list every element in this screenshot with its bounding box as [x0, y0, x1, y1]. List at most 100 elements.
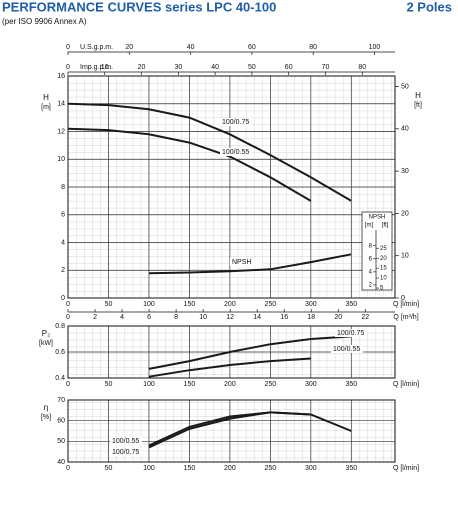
y-axis-label: η: [44, 403, 48, 412]
x2-tick-label: 0: [66, 314, 70, 321]
npsh-m-label: 2: [369, 283, 373, 289]
npsh-ft-label: 25: [380, 246, 387, 252]
poles: 2 Poles: [406, 0, 452, 14]
npsh-m-label: 6: [369, 256, 373, 262]
y2-tick-label: 0: [401, 295, 405, 302]
x-tick-label: 150: [184, 381, 196, 388]
x-tick-label: 200: [224, 381, 236, 388]
curve: [67, 127, 312, 202]
y-tick-label: 50: [57, 438, 65, 445]
y-axis-unit: [m]: [41, 104, 51, 111]
y2-tick-label: 30: [401, 168, 409, 175]
x2-tick-label: 2: [93, 314, 97, 321]
x-tick-label: 200: [224, 465, 236, 472]
top-tick-label: 40: [187, 44, 195, 51]
npsh-m-unit: [m]: [365, 223, 374, 229]
curve-label-bg: [110, 437, 142, 445]
y2-tick-label: 50: [401, 83, 409, 90]
top-tick-label: 0: [66, 44, 70, 51]
x-tick-label: 150: [184, 301, 196, 308]
x2-tick-label: 16: [280, 314, 288, 321]
x-axis-label: Q [l/min]: [393, 301, 419, 308]
curve-label: 100/0.55: [112, 438, 139, 445]
curve-label-bg: [220, 118, 252, 126]
y-tick-label: 14: [57, 101, 65, 108]
x2-axis-label: Q [m³/h]: [393, 314, 418, 321]
y-tick-label: 60: [57, 418, 65, 425]
x-axis-label: Q [l/min]: [393, 381, 419, 388]
top-tick-label: 20: [138, 64, 146, 71]
y-axis-label: P₂: [42, 329, 50, 338]
y-tick-label: 4: [61, 239, 65, 246]
y-tick-label: 0.8: [55, 323, 65, 330]
x-tick-label: 100: [143, 465, 155, 472]
x-tick-label: 50: [105, 465, 113, 472]
curve-label-bg: [331, 345, 363, 353]
x2-tick-label: 22: [361, 314, 369, 321]
x2-tick-label: 6: [147, 314, 151, 321]
curve: [148, 253, 352, 275]
x-tick-label: 300: [305, 301, 317, 308]
y-tick-label: 0.6: [55, 349, 65, 356]
npsh-ft-label: 20: [380, 256, 387, 262]
x-tick-label: 250: [265, 301, 277, 308]
x2-tick-label: 10: [199, 314, 207, 321]
y-tick-label: 8: [61, 184, 65, 191]
npsh-m-label: 4: [369, 269, 373, 275]
plot-frame: [67, 325, 396, 379]
x-tick-label: 350: [345, 301, 357, 308]
top-tick-label: 50: [248, 64, 256, 71]
npsh-ft-label: 15: [380, 266, 387, 272]
x-tick-label: 250: [265, 465, 277, 472]
curve-label: NPSH: [232, 259, 251, 266]
curve-label: 100/0.75: [112, 449, 139, 456]
x-tick-label: 100: [143, 301, 155, 308]
curve-label-bg: [335, 329, 367, 337]
x-tick-label: 0: [66, 301, 70, 308]
curve: [148, 335, 352, 370]
curve-label: 100/0.55: [222, 149, 249, 156]
top-tick-label: 20: [125, 44, 133, 51]
curve-label-bg: [220, 148, 252, 156]
y2-axis-label: H: [415, 91, 421, 100]
curve: [148, 411, 352, 449]
y-tick-label: 40: [57, 459, 65, 466]
curve: [67, 102, 352, 202]
x-tick-label: 100: [143, 381, 155, 388]
y2-tick-label: 20: [401, 210, 409, 217]
x-tick-label: 200: [224, 301, 236, 308]
top-tick-label: 60: [285, 64, 293, 71]
x-tick-label: 350: [345, 381, 357, 388]
y-tick-label: 0.4: [55, 375, 65, 382]
x2-tick-label: 12: [226, 314, 234, 321]
x-tick-label: 300: [305, 381, 317, 388]
y2-tick-label: 40: [401, 126, 409, 133]
x2-tick-label: 4: [120, 314, 124, 321]
top-tick-label: 70: [322, 64, 330, 71]
curve-label: 100/0.75: [222, 119, 249, 126]
npsh-ft-unit: [ft]: [382, 223, 389, 229]
title: PERFORMANCE CURVES series LPC 40-100: [2, 0, 276, 14]
top-tick-label: 100: [369, 44, 381, 51]
x2-tick-label: 20: [334, 314, 342, 321]
subtitle: (per ISO 9906 Annex A): [2, 17, 87, 26]
curve-label: 100/0.55: [333, 346, 360, 353]
x-tick-label: 0: [66, 465, 70, 472]
top-tick-label: 30: [174, 64, 182, 71]
top-tick-label: 10: [101, 64, 109, 71]
curve-label-bg: [110, 448, 142, 456]
top-tick-label: 0: [66, 64, 70, 71]
y-tick-label: 16: [57, 73, 65, 80]
top-tick-label: 80: [309, 44, 317, 51]
npsh-box: [361, 211, 393, 291]
plot-frame: [67, 75, 396, 299]
x-axis-label: Q [l/min]: [393, 465, 419, 472]
y-tick-label: 2: [61, 267, 65, 274]
curve-label: 100/0.75: [337, 330, 364, 337]
x-tick-label: 50: [105, 301, 113, 308]
npsh-ft-label: 10: [380, 276, 387, 282]
curve: [148, 357, 311, 378]
x-tick-label: 150: [184, 465, 196, 472]
y-tick-label: 6: [61, 212, 65, 219]
